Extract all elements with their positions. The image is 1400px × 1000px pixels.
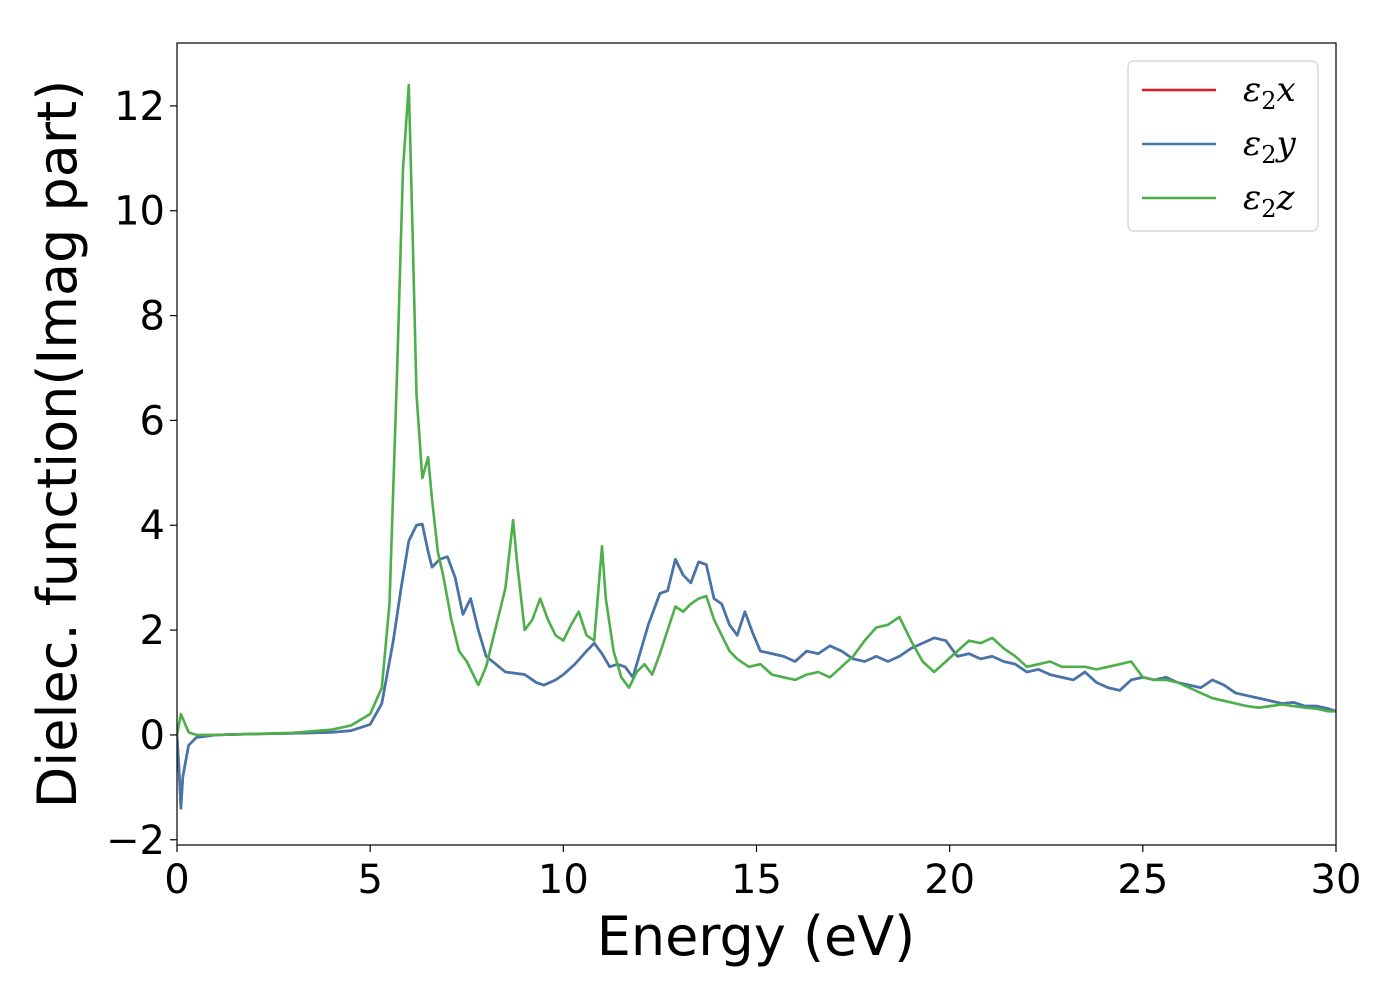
x-axis-ticks: 0 5 10 15 20 25 30 — [164, 845, 1361, 903]
legend-label-x: ε2x — [1243, 70, 1296, 115]
y-tick-label: 12 — [114, 84, 165, 130]
y-tick-label: 10 — [114, 189, 165, 235]
y-axis-title: Dielec. function(Imag part) — [26, 80, 89, 809]
legend-box — [1127, 60, 1319, 232]
y-tick-label: −2 — [106, 818, 165, 864]
series-line-z — [177, 83, 1336, 737]
x-tick-label: 20 — [924, 857, 975, 903]
x-tick-label: 15 — [731, 857, 782, 903]
y-tick-label: 8 — [140, 294, 165, 340]
y-axis-ticks: −2 0 2 4 6 8 10 12 — [106, 84, 177, 864]
x-tick-label: 10 — [538, 857, 589, 903]
legend-label-y: ε2y — [1243, 124, 1297, 169]
x-tick-label: 25 — [1117, 857, 1168, 903]
x-tick-label: 30 — [1311, 857, 1362, 903]
y-tick-label: 6 — [140, 398, 165, 444]
x-tick-label: 0 — [164, 857, 189, 903]
legend-label-z: ε2z — [1243, 178, 1296, 223]
series-line-y — [177, 522, 1336, 810]
y-tick-label: 0 — [140, 713, 165, 759]
y-tick-label: 4 — [140, 503, 165, 549]
x-tick-label: 5 — [357, 857, 382, 903]
x-axis-title: Energy (eV) — [597, 905, 916, 968]
legend: ε2x ε2y ε2z — [1127, 60, 1319, 232]
y-tick-label: 2 — [140, 608, 165, 654]
plot-lines — [177, 83, 1336, 810]
